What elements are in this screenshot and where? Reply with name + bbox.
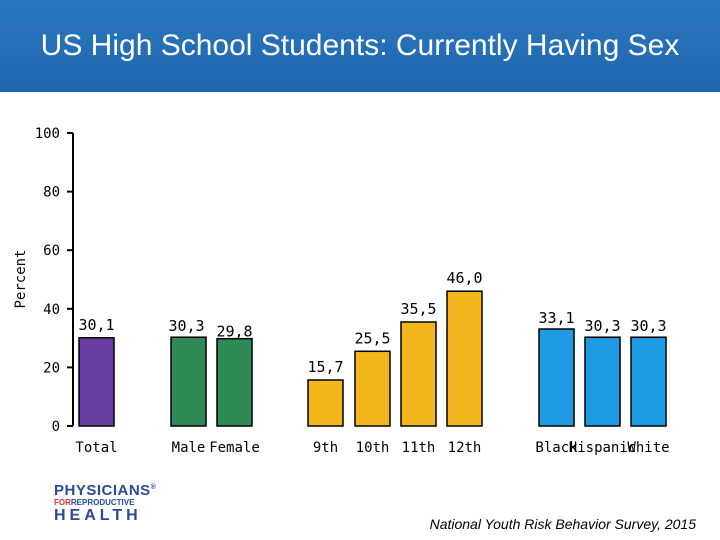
y-tick-label: 40: [43, 302, 60, 318]
data-label-12th: 46,0: [446, 269, 482, 287]
y-tick-label: 60: [43, 243, 60, 259]
data-label-white: 30,3: [630, 317, 666, 335]
y-tick-label: 0: [52, 419, 60, 435]
organization-logo: PHYSICIANS® FORREPRODUCTIVE HEALTH: [54, 482, 157, 524]
data-label-male: 30,3: [168, 317, 204, 335]
data-label-hispanic: 30,3: [584, 317, 620, 335]
x-tick-label-black: Black: [535, 440, 578, 456]
x-tick-label-9th: 9th: [313, 440, 338, 456]
data-label-11th: 35,5: [400, 300, 436, 318]
bar-11th: [400, 321, 437, 427]
y-axis-label: Percent: [13, 249, 29, 308]
data-label-total: 30,1: [78, 316, 114, 334]
x-tick-label-female: Female: [209, 440, 260, 456]
bar-male: [170, 336, 207, 427]
title-bar: US High School Students: Currently Havin…: [0, 0, 720, 92]
bar-total: [78, 337, 115, 427]
chart-title: US High School Students: Currently Havin…: [40, 29, 680, 62]
y-tick-label: 20: [43, 360, 60, 376]
x-tick-label-white: White: [627, 440, 669, 456]
bar-9th: [307, 379, 344, 427]
y-tick-label: 100: [35, 126, 60, 142]
data-label-black: 33,1: [538, 309, 574, 327]
x-tick-label-11th: 11th: [402, 440, 436, 456]
x-tick-label-10th: 10th: [356, 440, 390, 456]
data-label-9th: 15,7: [307, 358, 343, 376]
bar-hispanic: [584, 336, 621, 427]
bar-10th: [354, 350, 391, 427]
bar-white: [630, 336, 667, 427]
x-tick-label-total: Total: [75, 440, 117, 456]
bar-black: [538, 328, 575, 427]
y-tick-label: 80: [43, 185, 60, 201]
bar-12th: [446, 290, 483, 427]
x-tick-label-12th: 12th: [448, 440, 482, 456]
bar-female: [216, 337, 253, 427]
x-tick-label-hispanic: Hispanic: [569, 440, 636, 456]
data-label-10th: 25,5: [354, 329, 390, 347]
source-note: National Youth Risk Behavior Survey, 201…: [429, 516, 696, 532]
data-label-female: 29,8: [216, 323, 252, 341]
x-tick-label-male: Male: [172, 440, 206, 456]
